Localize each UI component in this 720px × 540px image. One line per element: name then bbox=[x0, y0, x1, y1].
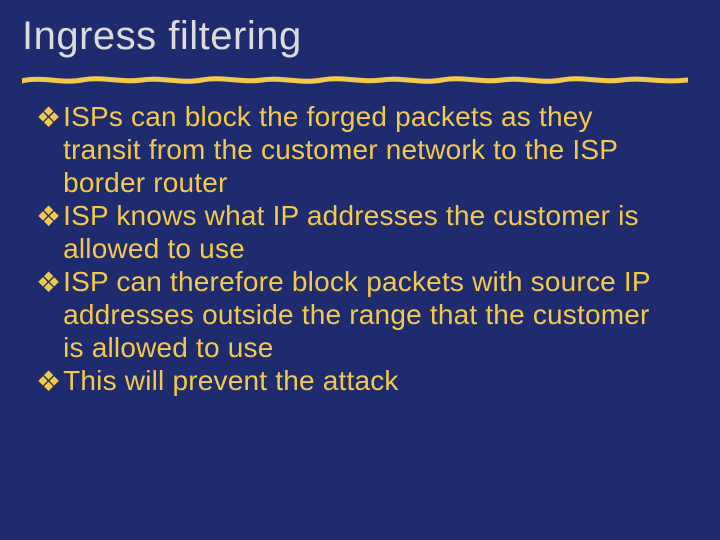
bullet-text: ISP can therefore block packets with sou… bbox=[63, 265, 670, 364]
list-item: ❖ This will prevent the attack bbox=[36, 364, 670, 398]
bullet-text: ISPs can block the forged packets as the… bbox=[63, 100, 670, 199]
title-underline bbox=[22, 72, 688, 86]
list-item: ❖ ISP can therefore block packets with s… bbox=[36, 265, 670, 364]
bullet-icon: ❖ bbox=[36, 200, 61, 233]
bullet-icon: ❖ bbox=[36, 266, 61, 299]
bullet-list: ❖ ISPs can block the forged packets as t… bbox=[36, 100, 670, 398]
slide: Ingress filtering ❖ ISPs can block the f… bbox=[0, 0, 720, 540]
bullet-icon: ❖ bbox=[36, 365, 61, 398]
bullet-text: ISP knows what IP addresses the customer… bbox=[63, 199, 670, 265]
list-item: ❖ ISP knows what IP addresses the custom… bbox=[36, 199, 670, 265]
list-item: ❖ ISPs can block the forged packets as t… bbox=[36, 100, 670, 199]
bullet-icon: ❖ bbox=[36, 101, 61, 134]
slide-title: Ingress filtering bbox=[22, 14, 302, 59]
bullet-text: This will prevent the attack bbox=[63, 364, 399, 397]
